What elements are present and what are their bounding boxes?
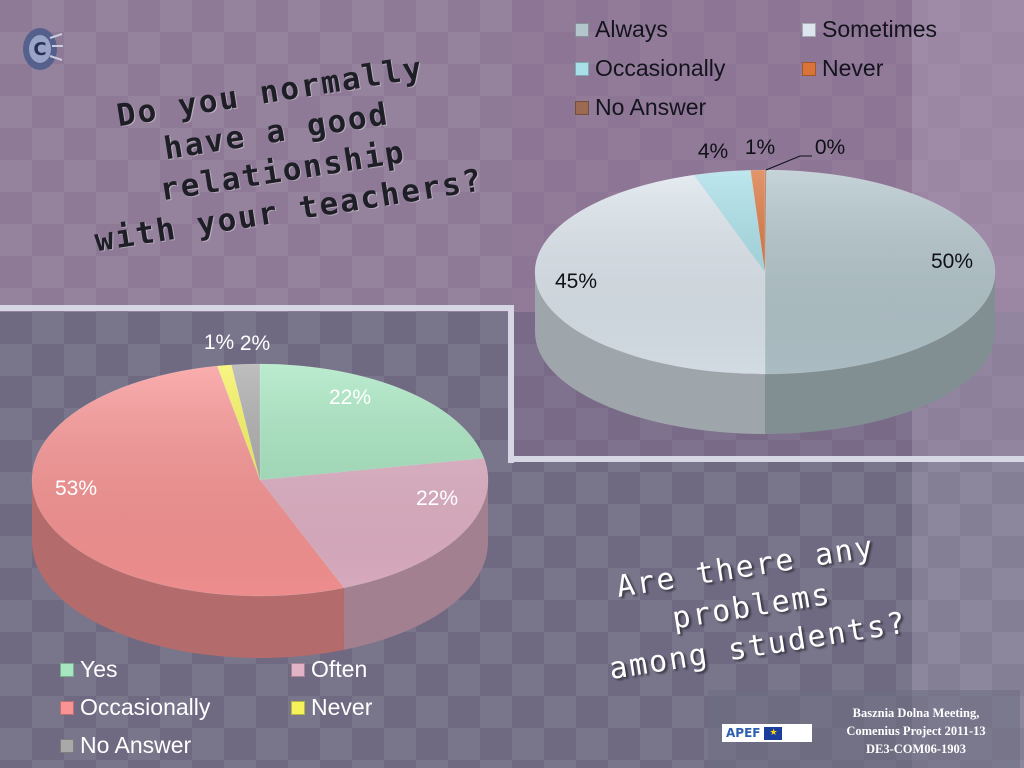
data-label-always: 50% bbox=[931, 250, 973, 273]
pie-side-often bbox=[343, 480, 488, 650]
footer-line-3: DE3-COM06-1903 bbox=[866, 742, 966, 756]
comenius-logo-icon: C bbox=[23, 28, 63, 70]
legend-swatch bbox=[60, 738, 74, 753]
legend-label: No Answer bbox=[595, 94, 707, 120]
frame-line-vertical bbox=[508, 305, 514, 463]
legend-label: Often bbox=[311, 656, 368, 682]
legend-label: Always bbox=[595, 16, 668, 42]
leader-line bbox=[765, 155, 812, 171]
legend-item: Occasionally bbox=[575, 55, 725, 82]
data-label-never: 1% bbox=[745, 136, 775, 159]
legend-swatch bbox=[575, 61, 589, 76]
legend-item: Never bbox=[291, 694, 372, 721]
legend-label: Occasionally bbox=[80, 694, 211, 720]
data-label-occasionally: 4% bbox=[698, 140, 728, 163]
frame-line-top bbox=[0, 305, 514, 311]
legend-swatch bbox=[291, 662, 305, 677]
footer-line-1: Basznia Dolna Meeting, bbox=[852, 706, 980, 720]
legend-item: Occasionally bbox=[60, 694, 210, 721]
data-label-no-answer: 0% bbox=[815, 136, 845, 159]
pie-chart-problems: 22% 22% 53% 1% 2% bbox=[31, 331, 489, 658]
apef-logo-text: APEF bbox=[726, 726, 761, 740]
footer-line-2: Comenius Project 2011-13 bbox=[846, 724, 986, 738]
apef-logo: APEF ★ bbox=[722, 724, 812, 742]
legend-swatch bbox=[60, 700, 74, 715]
footer-text: Basznia Dolna Meeting, Comenius Project … bbox=[818, 704, 1014, 758]
legend-swatch bbox=[802, 22, 816, 37]
data-label-yes: 22% bbox=[329, 386, 371, 409]
pie-chart-teachers: 50% 45% 4% 1% 0% bbox=[534, 136, 996, 434]
data-label-occasionally: 53% bbox=[55, 477, 97, 500]
pie-side-sometimes bbox=[535, 272, 765, 434]
legend-label: No Answer bbox=[80, 732, 192, 758]
legend-label: Never bbox=[822, 55, 884, 81]
pie-side-occasionally bbox=[32, 480, 344, 658]
legend-label: Never bbox=[311, 694, 373, 720]
legend-item: Sometimes bbox=[802, 16, 937, 43]
data-label-no-answer: 2% bbox=[240, 332, 270, 355]
frame-line-bottom bbox=[508, 456, 1024, 462]
legend-swatch bbox=[575, 22, 589, 37]
legend-label: Sometimes bbox=[822, 16, 938, 42]
legend-swatch bbox=[802, 61, 816, 76]
legend-swatch bbox=[291, 700, 305, 715]
legend-item: No Answer bbox=[60, 732, 191, 759]
legend-swatch bbox=[575, 100, 589, 115]
legend-item: Always bbox=[575, 16, 668, 43]
pie-side-always bbox=[765, 272, 995, 434]
data-label-often: 22% bbox=[416, 487, 458, 510]
data-label-never: 1% bbox=[204, 331, 234, 354]
legend-item: Often bbox=[291, 656, 367, 683]
eu-flag-icon: ★ bbox=[764, 726, 783, 740]
legend-label: Yes bbox=[80, 656, 118, 682]
legend-item: No Answer bbox=[575, 94, 706, 121]
legend-item: Yes bbox=[60, 656, 118, 683]
data-label-sometimes: 45% bbox=[555, 270, 597, 293]
svg-text:C: C bbox=[33, 39, 46, 60]
legend-item: Never bbox=[802, 55, 883, 82]
legend-swatch bbox=[60, 662, 74, 677]
pie-highlight bbox=[32, 364, 488, 596]
legend-label: Occasionally bbox=[595, 55, 726, 81]
pie-highlight bbox=[535, 170, 995, 374]
